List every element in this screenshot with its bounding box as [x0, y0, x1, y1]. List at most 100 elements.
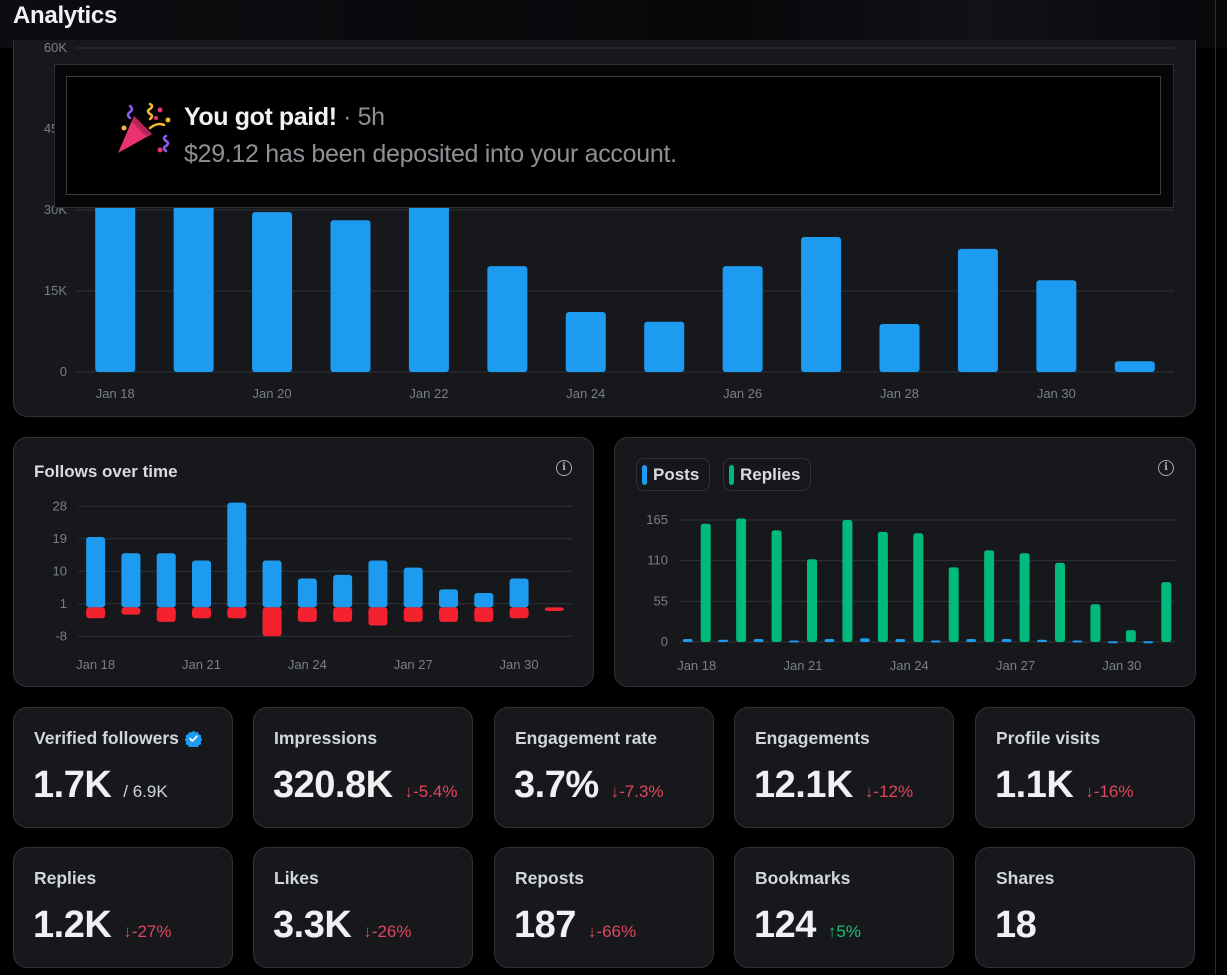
- bar-replies: [877, 531, 888, 642]
- stat-label-text: Engagement rate: [515, 728, 657, 748]
- stat-value: 12.1K: [754, 764, 853, 806]
- bar-follows: [227, 502, 247, 608]
- stat-card-reposts[interactable]: Reposts 187 ↓-66%: [494, 847, 714, 968]
- bar-follows: [474, 592, 494, 608]
- bar-follows: [368, 560, 388, 608]
- bar-unfollows: [509, 607, 529, 619]
- bar-follows: [439, 589, 458, 608]
- follows-chart-title: Follows over time: [34, 462, 178, 481]
- stat-label: Replies: [34, 868, 96, 889]
- bar-replies: [948, 567, 959, 642]
- legend-replies-label: Replies: [740, 464, 801, 484]
- bar-impressions: [644, 321, 685, 372]
- legend-replies-toggle[interactable]: Replies: [723, 458, 812, 491]
- bar-replies: [736, 518, 747, 642]
- stat-card-profile-visits[interactable]: Profile visits 1.1K ↓-16%: [975, 707, 1195, 828]
- bar-impressions: [957, 248, 998, 372]
- bar-replies: [984, 550, 995, 642]
- info-icon[interactable]: i: [1158, 460, 1174, 476]
- bar-unfollows: [297, 607, 317, 622]
- x-tick-label: Jan 30: [1037, 386, 1076, 401]
- bar-posts: [789, 640, 799, 643]
- bar-unfollows: [121, 607, 141, 615]
- posts-replies-chart-card: Posts Replies i 0 55 110 165 Jan 18 Jan 21 Jan…: [614, 437, 1196, 687]
- x-tick-label: Jan 26: [723, 386, 762, 401]
- x-tick-label: Jan 22: [409, 386, 448, 401]
- stat-card-likes[interactable]: Likes 3.3K ↓-26%: [253, 847, 473, 968]
- bar-posts: [859, 638, 870, 642]
- bar-impressions: [252, 212, 293, 372]
- y-tick-label: 60K: [44, 40, 67, 55]
- bar-replies: [842, 520, 853, 642]
- x-tick-label: Jan 21: [783, 658, 822, 673]
- stat-value-row: 18: [995, 904, 1037, 947]
- bar-posts: [682, 639, 693, 642]
- y-tick-label: 55: [654, 593, 668, 608]
- bar-replies: [700, 523, 711, 642]
- bar-impressions: [408, 204, 449, 372]
- bar-unfollows: [368, 607, 388, 626]
- stat-card-shares[interactable]: Shares 18: [975, 847, 1195, 968]
- stat-label-text: Shares: [996, 868, 1055, 888]
- bar-follows: [156, 553, 176, 608]
- bar-replies: [1055, 562, 1065, 642]
- bar-unfollows: [156, 607, 176, 622]
- bar-posts: [1107, 641, 1118, 644]
- stat-card-bookmarks[interactable]: Bookmarks 124 ↑5%: [734, 847, 954, 968]
- stat-card-engagements[interactable]: Engagements 12.1K ↓-12%: [734, 707, 954, 828]
- stat-label-text: Bookmarks: [755, 868, 851, 888]
- notification-toast-inner[interactable]: [66, 76, 1161, 195]
- stat-delta-down: ↓-27%: [123, 922, 172, 941]
- bar-posts: [824, 639, 835, 642]
- bar-posts: [1001, 639, 1012, 642]
- stat-card-engagement-rate[interactable]: Engagement rate 3.7% ↓-7.3%: [494, 707, 714, 828]
- scrollbar-divider: [1215, 0, 1216, 975]
- stat-delta-down: ↓-66%: [587, 922, 637, 941]
- bar-impressions: [487, 266, 528, 372]
- x-tick-label: Jan 24: [890, 658, 929, 673]
- x-tick-label: Jan 18: [76, 657, 115, 672]
- stat-label: Shares: [996, 868, 1054, 889]
- bar-impressions: [1114, 361, 1155, 372]
- stat-value: 18: [995, 904, 1037, 946]
- stat-value-row: 124 ↑5%: [754, 904, 861, 947]
- bar-unfollows: [474, 607, 494, 622]
- stat-card-replies[interactable]: Replies 1.2K ↓-27%: [13, 847, 233, 968]
- stat-total: / 6.9K: [123, 782, 168, 801]
- info-icon[interactable]: i: [556, 460, 572, 476]
- page-title: Analytics: [13, 2, 118, 29]
- stat-card-verified-followers[interactable]: Verified followers 1.7K / 6.9K: [13, 707, 233, 828]
- stat-value: 1.2K: [33, 904, 112, 946]
- bar-impressions: [95, 204, 136, 372]
- stat-label-text: Impressions: [274, 728, 378, 748]
- bar-replies: [1090, 604, 1101, 642]
- y-tick-label: 1: [60, 596, 67, 611]
- y-tick-label: 165: [646, 512, 668, 527]
- bar-follows: [333, 574, 353, 608]
- stat-value-row: 187 ↓-66%: [514, 904, 636, 947]
- stat-value: 124: [754, 904, 816, 946]
- posts-replies-chart: 0 55 110 165 Jan 18 Jan 21 Jan 24 Jan 27 Jan 30: [646, 512, 1175, 673]
- stat-card-impressions[interactable]: Impressions 320.8K ↓-5.4%: [253, 707, 473, 828]
- legend-posts-toggle[interactable]: Posts: [636, 458, 711, 491]
- verified-badge-icon: [184, 730, 202, 747]
- notification-title: You got paid! · 5h: [184, 103, 385, 132]
- stat-label: Verified followers: [34, 728, 202, 749]
- bar-impressions: [722, 266, 763, 372]
- stat-delta-up: ↑5%: [827, 922, 861, 941]
- stat-value: 187: [514, 904, 576, 946]
- stat-value-row: 320.8K ↓-5.4%: [273, 764, 457, 807]
- party-popper-icon: [118, 102, 171, 153]
- stat-delta-down: ↓-5.4%: [404, 782, 458, 801]
- notification-separator: ·: [336, 103, 358, 131]
- stat-value: 320.8K: [273, 764, 393, 806]
- bar-unfollows: [403, 607, 423, 622]
- bar-impressions: [1036, 280, 1077, 372]
- bar-unfollows: [262, 607, 282, 637]
- bar-replies: [1125, 630, 1136, 642]
- bar-posts: [1143, 641, 1154, 644]
- bar-replies: [771, 530, 782, 642]
- y-tick-label: 10: [53, 563, 67, 578]
- x-tick-label: Jan 18: [677, 658, 716, 673]
